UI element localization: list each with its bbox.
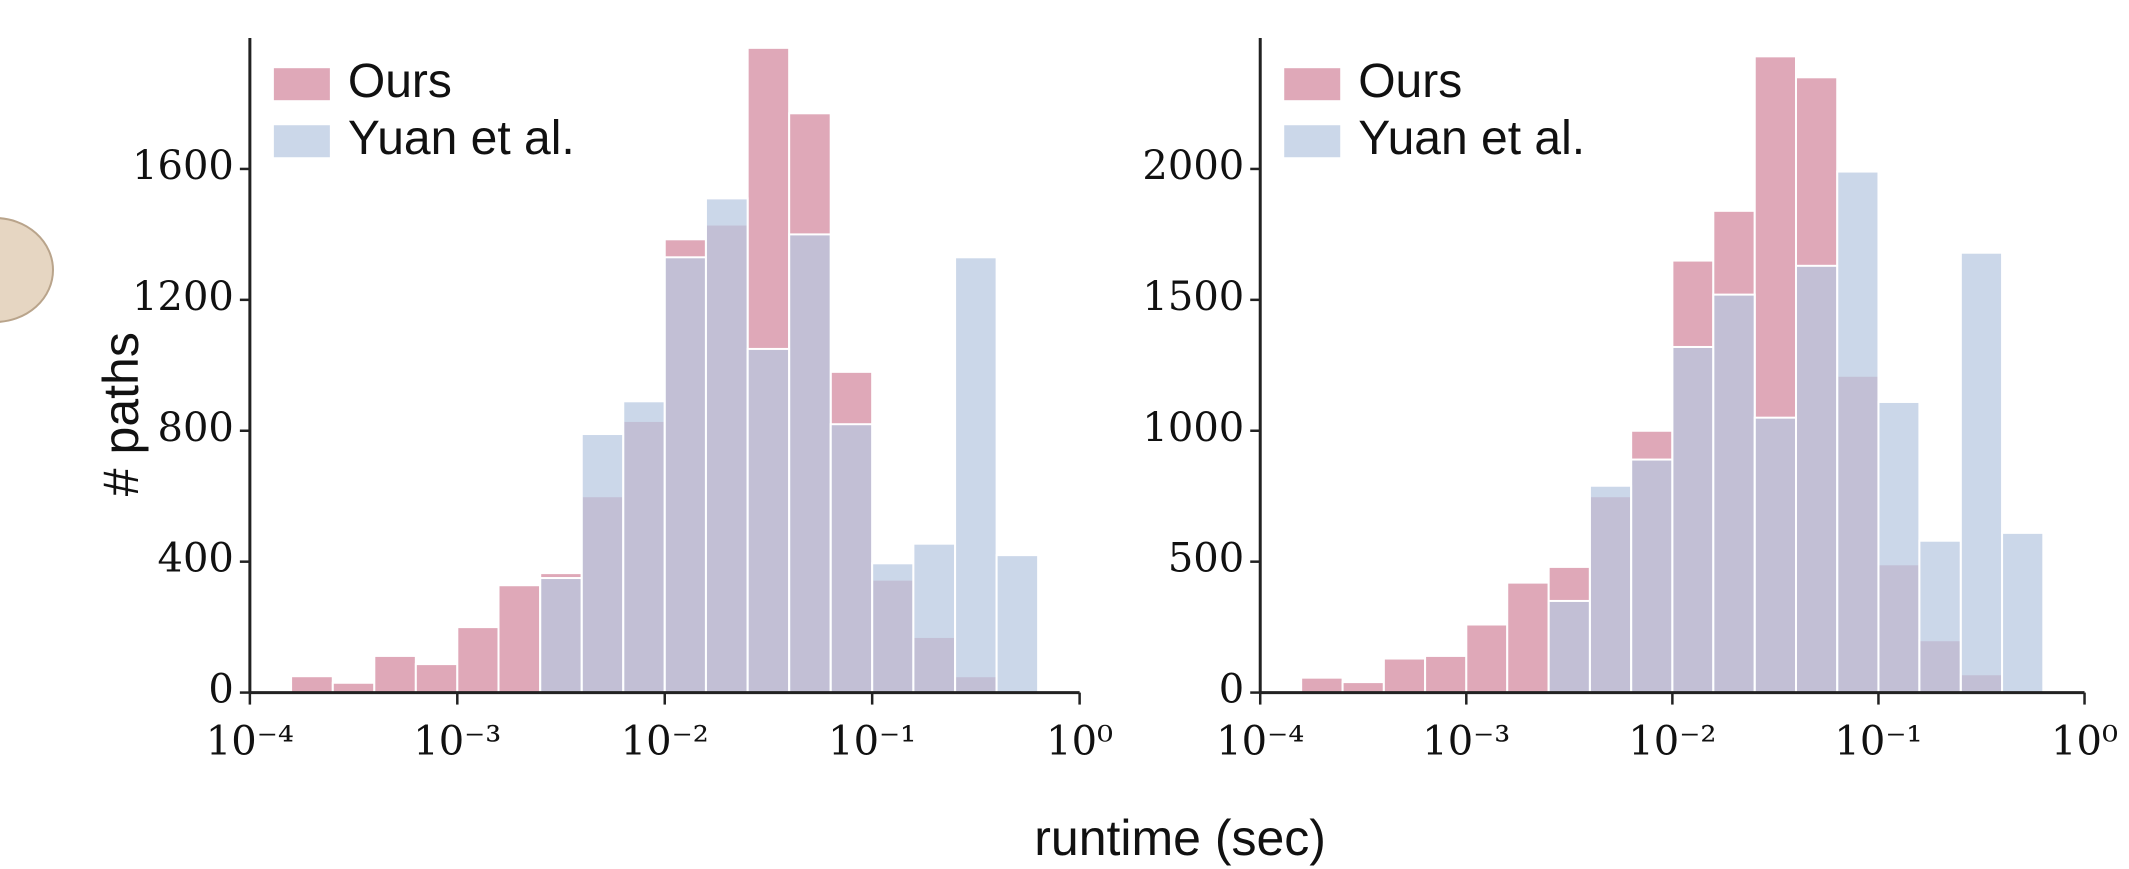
bar [1836,170,1880,694]
x-tick-label: 10⁰ [2051,719,2118,765]
bar [1671,345,1715,694]
bar [1588,484,1633,694]
bar [1300,676,1344,694]
bar [2001,531,2045,694]
bar [1382,657,1427,694]
y-axis-label: # paths [93,332,149,496]
bar [912,542,957,694]
bar [954,256,998,694]
y-tick-label: 1000 [1142,405,1244,451]
x-tick-label: 10⁻³ [413,719,501,765]
bar [788,233,832,694]
bar [746,347,791,694]
y-tick-label: 0 [1219,667,1244,713]
bar [1341,681,1385,694]
y-tick-label: 400 [158,536,234,582]
bar [1465,623,1509,694]
y-tick-label: 1200 [132,274,234,320]
x-tick-label: 10⁻¹ [828,719,916,765]
bar [1877,400,1921,694]
x-tick-label: 10⁻¹ [1834,719,1922,765]
bar [1424,654,1468,694]
bar [1712,293,1756,694]
bar [497,584,542,694]
bar [456,626,500,694]
x-tick-label: 10⁻⁴ [1216,719,1304,765]
legend-swatch [273,68,330,101]
y-tick-label: 0 [208,667,233,713]
x-tick-label: 10⁻⁴ [206,719,294,765]
legend-swatch [1284,125,1341,158]
bar [539,577,583,694]
legend-label: Ours [348,55,452,108]
bar [871,562,915,694]
y-tick-label: 1600 [132,143,234,189]
x-tick-label: 10⁻² [621,719,709,765]
bar [829,423,874,694]
y-tick-label: 800 [158,405,234,451]
bar [1753,416,1797,694]
bar [580,433,625,694]
legend-label: Ours [1358,55,1462,108]
legend-swatch [1284,68,1341,101]
legend-label: Yuan et al. [1358,112,1585,165]
bar [373,654,417,694]
bar [622,400,666,694]
x-tick-label: 10⁰ [1046,719,1113,765]
y-tick-label: 1500 [1142,274,1244,320]
decor-shape [0,217,54,323]
bar [1630,458,1674,694]
y-tick-label: 2000 [1142,143,1244,189]
bar [995,554,1040,694]
bar [1959,251,2004,694]
x-axis-label: runtime (sec) [1034,810,1326,866]
x-tick-label: 10⁻² [1628,719,1716,765]
legend-swatch [273,125,330,158]
y-tick-label: 500 [1168,536,1244,582]
bar [1547,599,1591,694]
bar [290,675,334,694]
bar [704,197,749,694]
bar [1918,539,1962,694]
bar [663,256,707,694]
bar [414,663,459,694]
x-tick-label: 10⁻³ [1422,719,1510,765]
bar [1794,264,1839,694]
legend-label: Yuan et al. [348,112,575,165]
bar [1506,581,1550,694]
